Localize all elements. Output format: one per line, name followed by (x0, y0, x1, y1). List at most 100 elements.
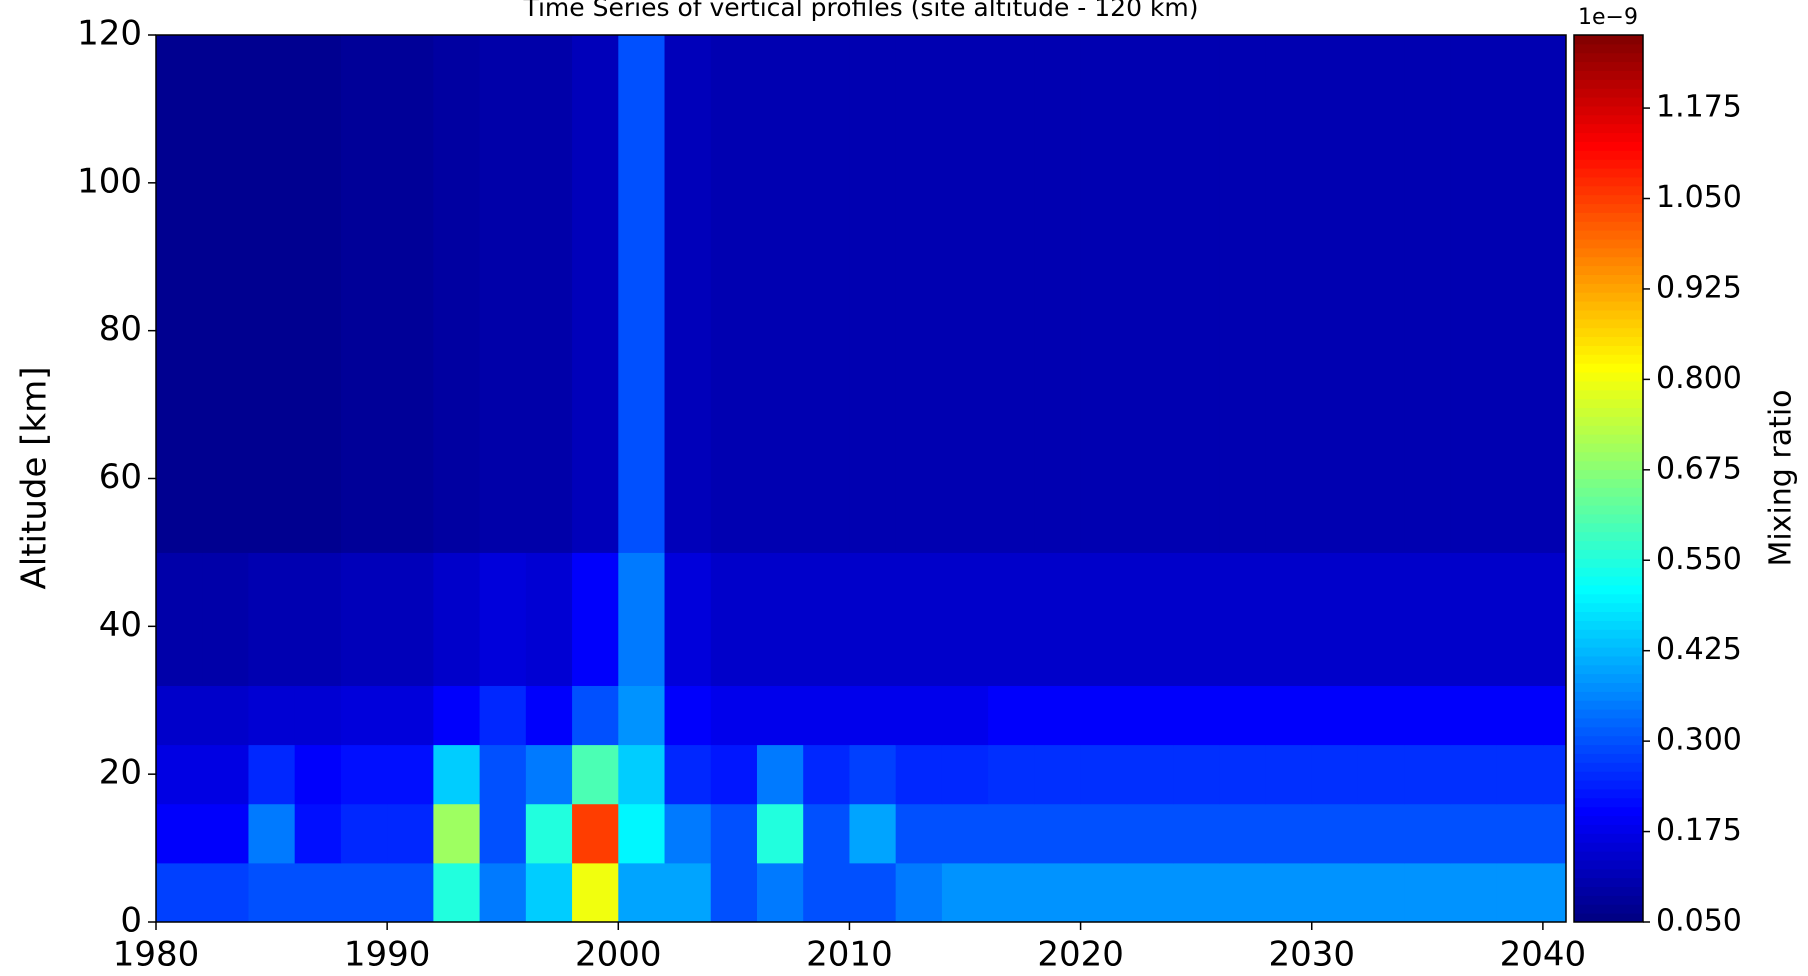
heatmap-cell (202, 862, 249, 923)
colorbar-band (1574, 815, 1643, 825)
colorbar-band (1574, 478, 1643, 488)
heatmap-cell (1034, 744, 1082, 805)
colorbar-band (1574, 522, 1643, 533)
heatmap-cell (387, 685, 434, 746)
colorbar-band (1574, 771, 1643, 781)
heatmap-cell (248, 803, 296, 864)
colorbar-band (1574, 345, 1643, 355)
colorbar-tick-label: 0.925 (1656, 270, 1742, 305)
heatmap-cell (895, 803, 943, 864)
colorbar-band (1574, 593, 1643, 604)
colorbar-band (1574, 788, 1643, 799)
heatmap-cell (988, 744, 1035, 805)
heatmap-cell (1034, 685, 1082, 746)
colorbar-band (1574, 487, 1643, 497)
colorbar-band (1574, 913, 1643, 923)
heatmap-cell (664, 862, 712, 923)
heatmap-cell (525, 685, 573, 746)
colorbar-band (1574, 168, 1643, 178)
heatmap-cell (803, 685, 850, 746)
heatmap-cell (849, 744, 897, 805)
colorbar-band (1574, 558, 1643, 568)
heatmap-cell (1219, 685, 1267, 746)
heatmap-cell (664, 685, 712, 746)
colorbar-band (1574, 256, 1643, 267)
colorbar-band (1574, 283, 1643, 293)
colorbar-band (1574, 176, 1643, 187)
heatmap-cell (895, 862, 943, 923)
colorbar-band (1574, 336, 1643, 346)
heatmap-cell (1311, 862, 1359, 923)
colorbar-band (1574, 851, 1643, 861)
heatmap-cell (1450, 685, 1498, 746)
heatmap-cell (340, 862, 388, 923)
x-tick-label: 2000 (575, 935, 662, 975)
heatmap-cell (1450, 862, 1498, 923)
colorbar-band (1574, 123, 1643, 134)
heatmap-cell (433, 685, 481, 746)
heatmap-cell (1173, 744, 1220, 805)
heatmap-cell (479, 862, 527, 923)
heatmap-cell (1219, 744, 1267, 805)
heatmap-cell (1311, 803, 1359, 864)
heatmap-cell (1173, 803, 1220, 864)
colorbar-band (1574, 513, 1643, 524)
heatmap-cell (525, 862, 573, 923)
colorbar-tick-label: 0.425 (1656, 632, 1742, 667)
colorbar-band (1574, 842, 1643, 852)
colorbar-band (1574, 602, 1643, 613)
heatmap-cell (294, 803, 342, 864)
colorbar-band (1574, 105, 1643, 116)
colorbar-band (1574, 150, 1643, 160)
heatmap-cell (664, 803, 712, 864)
heatmap-cell (156, 862, 203, 923)
heatmap-cell (1173, 35, 1220, 553)
colorbar-band (1574, 647, 1643, 657)
colorbar-band (1574, 114, 1643, 125)
colorbar-band (1574, 372, 1643, 382)
heatmap-cell (1357, 744, 1405, 805)
heatmap-cell (988, 862, 1035, 923)
heatmap-cell (756, 685, 804, 746)
colorbar-band (1574, 451, 1643, 462)
colorbar-band (1574, 753, 1643, 763)
colorbar-band (1574, 638, 1643, 648)
colorbar-band (1574, 434, 1643, 444)
colorbar-tick-label: 1.175 (1656, 90, 1742, 125)
colorbar-band (1574, 212, 1643, 222)
heatmap-cell (895, 35, 943, 553)
heatmap-cell (756, 552, 804, 686)
colorbar-band (1574, 664, 1643, 675)
colorbar-band (1574, 682, 1643, 692)
heatmap-cell (572, 862, 619, 923)
heatmap-cell (1126, 803, 1174, 864)
heatmap-cell (479, 803, 527, 864)
colorbar-band (1574, 97, 1643, 107)
x-tick-label: 1990 (344, 935, 431, 975)
heatmap-cell (756, 35, 804, 553)
heatmap-cell (387, 862, 434, 923)
heatmap-cell (156, 552, 203, 686)
heatmap-cell (1265, 552, 1313, 686)
colorbar-band (1574, 61, 1643, 71)
heatmap-cell (618, 744, 666, 805)
heatmap-cell (1311, 744, 1359, 805)
colorbar-band (1574, 735, 1643, 746)
heatmap-cell (1219, 35, 1267, 553)
colorbar-band (1574, 655, 1643, 666)
colorbar-band (1574, 354, 1643, 364)
heatmap-cell (1265, 35, 1313, 553)
colorbar-band (1574, 70, 1643, 80)
heatmap-cell (941, 862, 989, 923)
x-tick-label: 1980 (113, 935, 200, 975)
heatmap-cell (1265, 803, 1313, 864)
heatmap-cell (849, 552, 897, 686)
colorbar-band (1574, 797, 1643, 808)
heatmap-cell (1542, 862, 1567, 923)
heatmap-cell (1034, 803, 1082, 864)
colorbar-tick-label: 0.300 (1656, 723, 1742, 758)
heatmap-cell (618, 803, 666, 864)
heatmap-cell (664, 744, 712, 805)
colorbar-band (1574, 309, 1643, 320)
heatmap-cell (664, 35, 712, 553)
